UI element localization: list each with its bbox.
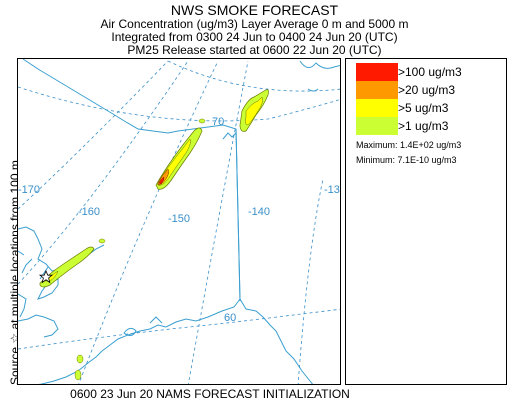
- legend-item-100: >100 ug/m3: [356, 63, 506, 81]
- grid-label-m160: -160: [78, 206, 100, 218]
- subtitle-release: PM25 Release started at 0600 22 Jun 20 (…: [127, 43, 382, 57]
- plume-small-east: [98, 238, 106, 244]
- legend-label-20: >20 ug/m3: [398, 83, 456, 97]
- grid-label-m150: -150: [168, 213, 190, 225]
- subtitle-concentration: Air Concentration (ug/m3) Layer Average …: [100, 17, 409, 31]
- legend-label-5: >5 ug/m3: [398, 101, 449, 115]
- legend-swatch-1: [356, 117, 398, 135]
- legend-swatch-20: [356, 81, 398, 99]
- subtitle-integration: Integrated from 0300 24 Jun to 0400 24 J…: [111, 30, 398, 44]
- grid-label-m170: -170: [18, 184, 40, 196]
- legend-label-100: >100 ug/m3: [398, 65, 462, 79]
- meridian-m170: [18, 60, 169, 210]
- legend-item-20: >20 ug/m3: [356, 81, 506, 99]
- parallel-70: [18, 86, 340, 122]
- map-canvas: -170 -160 -150 -140 -130 60 70: [18, 59, 341, 384]
- legend-swatch-100: [356, 63, 398, 81]
- plume-fragment: [198, 118, 206, 124]
- footer-initialization: 0600 23 Jun 20 NAMS FORECAST INITIALIZAT…: [70, 387, 350, 401]
- legend-item-5: >5 ug/m3: [356, 99, 506, 117]
- smoke-map[interactable]: -170 -160 -150 -140 -130 60 70: [17, 58, 341, 385]
- legend-panel: >100 ug/m3 >20 ug/m3 >5 ug/m3 >1 ug/m3 M…: [345, 58, 507, 385]
- star-icon: [38, 269, 54, 284]
- plume-northeast-core: [245, 96, 263, 126]
- legend-minimum: Minimum: 7.1E-10 ug/m3: [356, 155, 457, 165]
- arctic-islands: [299, 60, 340, 92]
- parallel-60: [18, 308, 340, 350]
- grid-label-m140: -140: [248, 206, 270, 218]
- plume-south-a: [76, 354, 84, 364]
- graticule: [18, 60, 340, 384]
- plume-south-b: [74, 369, 82, 381]
- alaska-canada-border: [235, 128, 241, 302]
- legend-label-1: >1 ug/m3: [398, 119, 449, 133]
- legend-maximum: Maximum: 1.4E+02 ug/m3: [356, 140, 462, 150]
- western-alaska-coast: [18, 226, 105, 338]
- page-title: NWS SMOKE FORECAST: [170, 2, 339, 18]
- parallel-80: [167, 60, 340, 92]
- smoke-plumes: [39, 89, 269, 381]
- legend-item-1: >1 ug/m3: [356, 117, 506, 135]
- legend-swatch-5: [356, 99, 398, 117]
- alaska-coastline: [18, 59, 314, 384]
- meridian-m160: [18, 60, 189, 285]
- grid-label-m130: -130: [324, 184, 341, 196]
- meridian-m150: [78, 60, 219, 384]
- meridian-m140: [187, 60, 249, 384]
- grid-label-lat60: 60: [224, 312, 236, 324]
- plume-central-red: [158, 176, 165, 185]
- meridian-m130: [297, 178, 324, 384]
- side-label-area: Source ☆ at multiple locations from 100 …: [0, 58, 22, 385]
